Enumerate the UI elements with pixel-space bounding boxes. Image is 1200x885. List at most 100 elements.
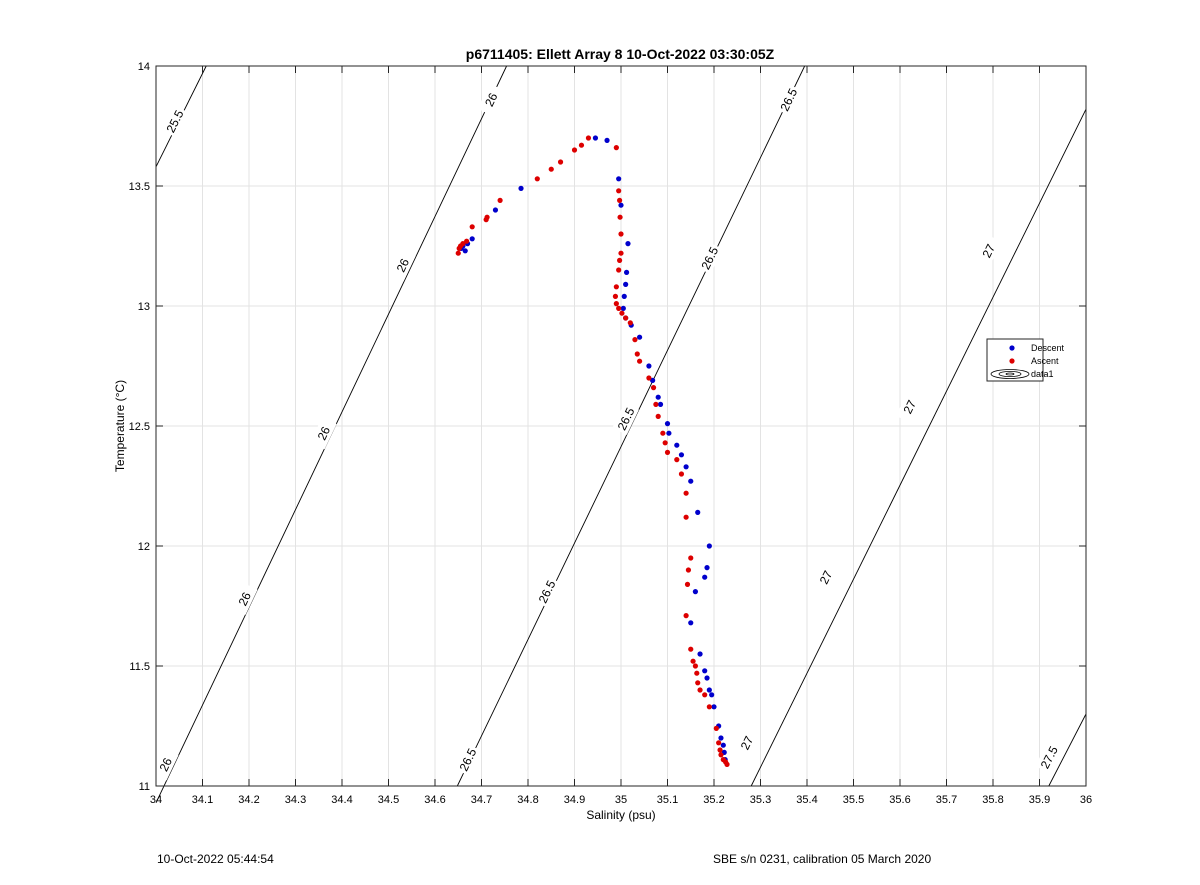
ascent-point xyxy=(694,670,700,676)
x-tick-label: 34.9 xyxy=(564,794,585,806)
descent-point xyxy=(709,692,715,698)
ascent-point xyxy=(619,310,625,316)
descent-point xyxy=(664,421,671,427)
descent-point xyxy=(706,687,712,693)
contour-label-bg xyxy=(612,402,639,435)
descent-point xyxy=(492,207,499,213)
ascent-point xyxy=(632,337,638,343)
x-tick-label: 35.5 xyxy=(843,794,864,806)
ascent-point xyxy=(688,646,694,652)
descent-point xyxy=(592,135,599,141)
contour-label-bg xyxy=(152,748,179,781)
legend-box xyxy=(986,338,1044,382)
y-tick-label: 14 xyxy=(138,61,150,73)
y-tick-label: 13 xyxy=(138,301,150,313)
x-tick-label: 35.3 xyxy=(750,794,771,806)
contour-line xyxy=(750,109,1087,787)
contour-label-text: 27 xyxy=(980,242,999,260)
ascent-point xyxy=(662,440,668,446)
contour-line xyxy=(1048,713,1087,787)
contour-label-bg xyxy=(161,105,189,138)
contour-label-bg xyxy=(733,726,760,759)
descent-point xyxy=(666,430,672,436)
ascent-point xyxy=(613,145,619,151)
ascent-point xyxy=(617,257,623,263)
ascent-point xyxy=(464,238,470,244)
descent-point xyxy=(674,442,680,448)
contour-label-text: 26 xyxy=(236,590,255,608)
x-tick-label: 36 xyxy=(1080,794,1092,806)
data-points xyxy=(455,135,730,768)
descent-point xyxy=(469,236,475,242)
contour-label: 26 xyxy=(152,748,179,781)
descent-point xyxy=(646,363,652,369)
x-tick-label: 34.4 xyxy=(331,794,352,806)
ascent-point xyxy=(717,747,723,753)
ascent-point xyxy=(724,761,730,768)
x-tick-label: 34.3 xyxy=(285,794,306,806)
contour-label: 26.5 xyxy=(775,83,802,116)
descent-point xyxy=(637,334,643,340)
x-tick-label: 34.6 xyxy=(424,794,445,806)
chart-title: p6711405: Ellett Array 8 10-Oct-2022 03:… xyxy=(466,46,775,62)
ascent-point xyxy=(692,663,699,669)
legend-ascent-marker xyxy=(1009,358,1015,364)
ascent-point xyxy=(685,567,692,573)
legend-data1-label: data1 xyxy=(1031,369,1054,379)
descent-point xyxy=(692,589,699,595)
ascent-point xyxy=(695,680,701,686)
ascent-point xyxy=(683,514,689,520)
ascent-point xyxy=(627,320,633,326)
x-axis-label: Salinity (psu) xyxy=(586,808,655,822)
ascent-point xyxy=(497,197,503,203)
contour-label-bg xyxy=(389,249,416,282)
ascent-point xyxy=(613,284,619,290)
footer-timestamp: 10-Oct-2022 05:44:54 xyxy=(157,852,274,866)
descent-point xyxy=(683,464,689,470)
contour-label: 26 xyxy=(231,582,258,615)
ascent-point xyxy=(557,159,564,165)
contour-label-bg xyxy=(775,83,802,116)
contour-label: 27 xyxy=(895,390,923,423)
descent-point xyxy=(650,377,656,383)
contour-label: 26 xyxy=(389,249,416,282)
contour-label-text: 26 xyxy=(315,424,334,442)
ascent-point xyxy=(460,241,466,247)
contour-label-text: 27 xyxy=(817,568,836,586)
contour-label-text: 26 xyxy=(394,256,413,274)
y-axis-label: Temperature (°C) xyxy=(113,380,127,472)
contour-label: 27 xyxy=(974,234,1002,267)
ascent-point xyxy=(578,142,585,148)
x-tick-label: 35.8 xyxy=(982,794,1003,806)
descent-point xyxy=(678,452,685,458)
contour-label-bg xyxy=(1035,741,1063,774)
ascent-point xyxy=(690,658,696,664)
contour-label-bg xyxy=(477,83,505,116)
contour-label: 27 xyxy=(812,561,839,594)
contour-label-bg xyxy=(454,743,481,776)
contour-label: 26.5 xyxy=(454,743,481,776)
contour-label: 27 xyxy=(733,726,760,759)
y-tick-label: 13.5 xyxy=(129,181,150,193)
x-tick-label: 34 xyxy=(150,794,162,806)
ascent-point xyxy=(697,687,703,693)
ascent-point xyxy=(634,351,640,357)
descent-point xyxy=(688,478,694,484)
ascent-point xyxy=(612,293,619,299)
x-tick-label: 34.8 xyxy=(517,794,538,806)
contour-label-text: 26 xyxy=(157,755,176,773)
ascent-point xyxy=(660,430,666,436)
x-tick-label: 35.4 xyxy=(796,794,817,806)
descent-point xyxy=(657,401,664,407)
contour-label-bg xyxy=(533,575,560,608)
contour-label: 26 xyxy=(310,417,337,450)
ascent-point xyxy=(650,385,657,391)
descent-point xyxy=(702,574,708,580)
ascent-point xyxy=(534,176,540,182)
x-tick-label: 34.1 xyxy=(192,794,213,806)
ascent-point xyxy=(585,135,592,141)
contour-label-bg xyxy=(696,241,723,275)
ascent-point xyxy=(618,250,624,256)
descent-point xyxy=(518,185,524,191)
